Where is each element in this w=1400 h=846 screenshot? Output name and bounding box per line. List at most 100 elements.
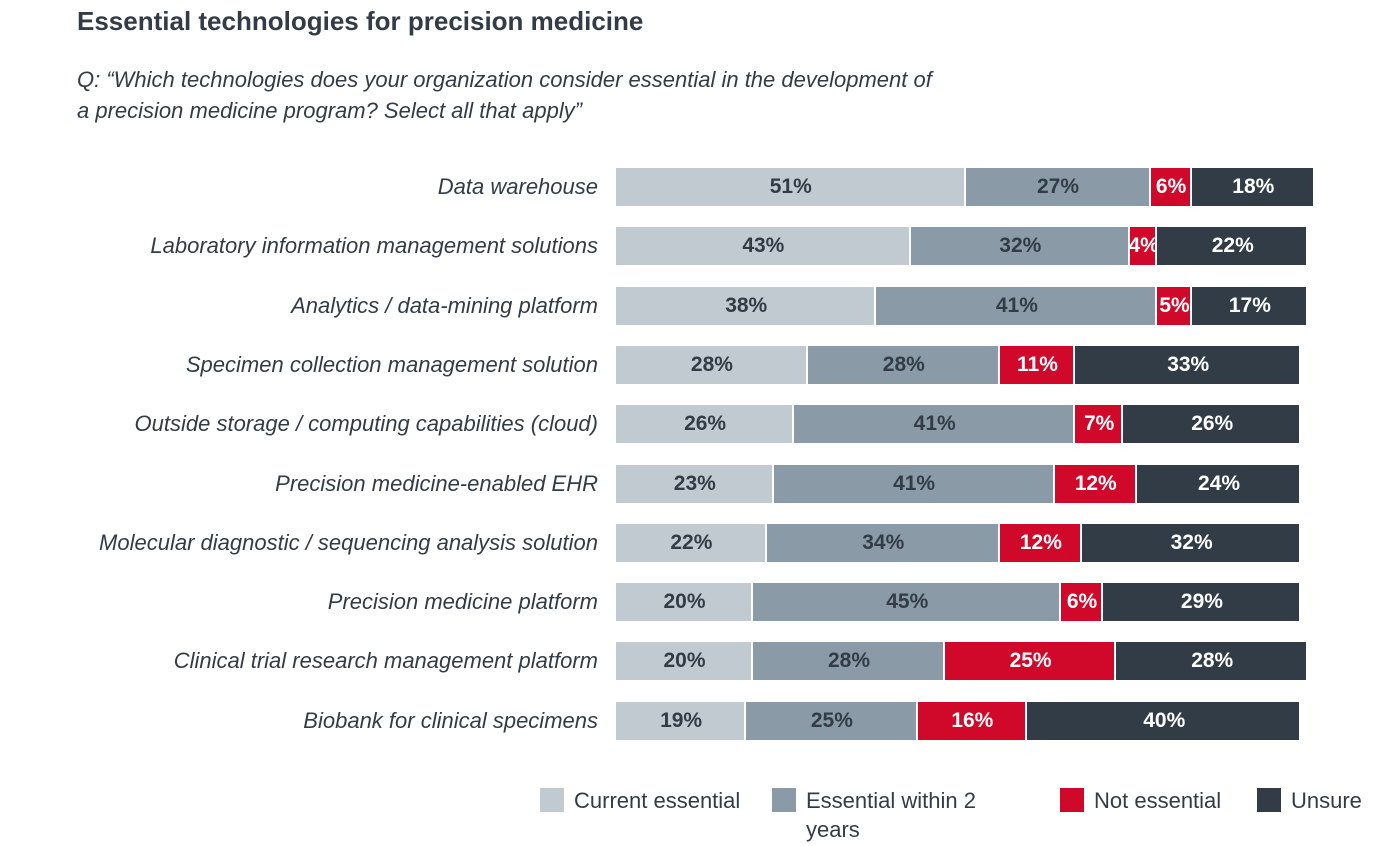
- bar-segment: [999, 345, 1076, 384]
- category-label: Precision medicine platform: [327, 589, 598, 615]
- legend-label: Essential within 2 years: [806, 788, 976, 842]
- value-label: 29%: [1180, 590, 1223, 614]
- bar-segment: [1054, 464, 1137, 503]
- bar-segment: [616, 286, 877, 325]
- value-label: 34%: [862, 530, 905, 554]
- value-label: 22%: [670, 530, 713, 554]
- bar-segment: [753, 583, 1062, 622]
- value-label: 20%: [663, 649, 706, 673]
- bar-segment: [1082, 523, 1302, 562]
- bar-segment: [753, 642, 945, 681]
- legend-swatch: [772, 788, 796, 812]
- bar-segment: [616, 345, 808, 384]
- bar-segment: [1191, 286, 1309, 325]
- bar-segment: [1123, 405, 1302, 444]
- category-label: Biobank for clinical specimens: [303, 707, 598, 733]
- bar-segment: [876, 286, 1158, 325]
- value-label: 45%: [886, 590, 929, 614]
- bar-segment: [616, 523, 767, 562]
- bar-segment: [965, 168, 1151, 206]
- category-label: Data warehouse: [437, 174, 598, 199]
- bar-segment: [1129, 227, 1158, 266]
- value-label: 12%: [1074, 471, 1117, 495]
- category-label: Laboratory information management soluti…: [150, 233, 598, 259]
- value-label: 41%: [913, 412, 956, 436]
- category-label: Outside storage / computing capabilities…: [134, 411, 598, 437]
- bar-segment: [1191, 168, 1315, 206]
- value-label: 24%: [1198, 471, 1241, 495]
- legend-label: Unsure: [1291, 788, 1362, 813]
- bar-segment: [807, 345, 1000, 384]
- bar-segment: [616, 642, 754, 681]
- value-label: 38%: [725, 293, 768, 317]
- value-label: 18%: [1232, 175, 1275, 198]
- value-label: 16%: [951, 708, 994, 732]
- value-label: 32%: [999, 234, 1042, 258]
- bar-segment: [773, 464, 1055, 503]
- value-label: 25%: [1009, 649, 1052, 673]
- value-label: 11%: [1017, 352, 1058, 376]
- value-label: 33%: [1167, 352, 1210, 376]
- bar-segment: [616, 701, 747, 740]
- legend-label: Not essential: [1094, 788, 1222, 813]
- bar-segment: [616, 168, 966, 206]
- value-label: 20%: [663, 590, 706, 614]
- bar-segment: [1027, 701, 1302, 740]
- bar-segment: [944, 642, 1117, 681]
- category-label: Molecular diagnostic / sequencing analys…: [99, 529, 598, 555]
- value-label: 23%: [673, 471, 716, 495]
- value-label: 5%: [1159, 293, 1190, 317]
- value-label: 41%: [893, 471, 936, 495]
- bar-segment: [616, 405, 795, 444]
- value-label: 4%: [1128, 234, 1159, 258]
- bar-segment: [1102, 583, 1302, 622]
- value-label: 40%: [1143, 708, 1186, 732]
- category-label: Clinical trial research management platf…: [173, 648, 598, 674]
- value-label: 25%: [810, 708, 853, 732]
- bar-segment: [616, 583, 754, 622]
- value-label: 51%: [769, 175, 812, 198]
- value-label: 27%: [1036, 175, 1080, 198]
- value-label: 28%: [882, 352, 925, 376]
- value-label: 12%: [1019, 530, 1062, 554]
- category-label: Analytics / data-mining platform: [291, 292, 598, 318]
- legend-swatch: [1257, 788, 1281, 812]
- bar-segment: [766, 523, 1000, 562]
- value-label: 28%: [827, 649, 871, 673]
- value-label: 41%: [995, 293, 1038, 317]
- bar-segment: [910, 227, 1130, 266]
- bar-segment: [1075, 405, 1124, 444]
- value-label: 26%: [1191, 412, 1234, 436]
- value-label: 7%: [1083, 412, 1115, 436]
- value-label: 32%: [1170, 530, 1213, 554]
- bar-segment: [917, 701, 1028, 740]
- legend-swatch: [540, 788, 564, 812]
- bar-segment: [794, 405, 1076, 444]
- legend-label: Current essential: [574, 788, 741, 813]
- legend-swatch: [1060, 788, 1084, 812]
- bar-segment: [1075, 345, 1302, 384]
- value-label: 22%: [1211, 234, 1254, 258]
- category-label: Specimen collection management solution: [185, 351, 598, 377]
- bar-segment: [1061, 583, 1103, 622]
- value-label: 43%: [742, 234, 785, 258]
- bar-segment: [1150, 168, 1192, 206]
- value-label: 6%: [1066, 590, 1098, 614]
- bar-segment: [1116, 642, 1309, 681]
- value-label: 28%: [1191, 649, 1234, 673]
- bar-segment: [1157, 227, 1309, 266]
- bar-segment: [746, 701, 918, 740]
- chart-subtitle: Q: “Which technologies does your organiz…: [77, 67, 932, 123]
- bar-segment: [999, 523, 1082, 562]
- value-label: 17%: [1228, 293, 1271, 317]
- value-label: 28%: [690, 352, 733, 376]
- value-label: 26%: [684, 412, 727, 436]
- bar-segment: [616, 227, 911, 266]
- category-label: Precision medicine-enabled EHR: [275, 470, 598, 496]
- chart-title: Essential technologies for precision med…: [77, 6, 644, 36]
- bar-segment: [1157, 286, 1192, 325]
- bar-segment: [616, 464, 774, 503]
- bar-segment: [1136, 464, 1302, 503]
- value-label: 6%: [1155, 175, 1187, 198]
